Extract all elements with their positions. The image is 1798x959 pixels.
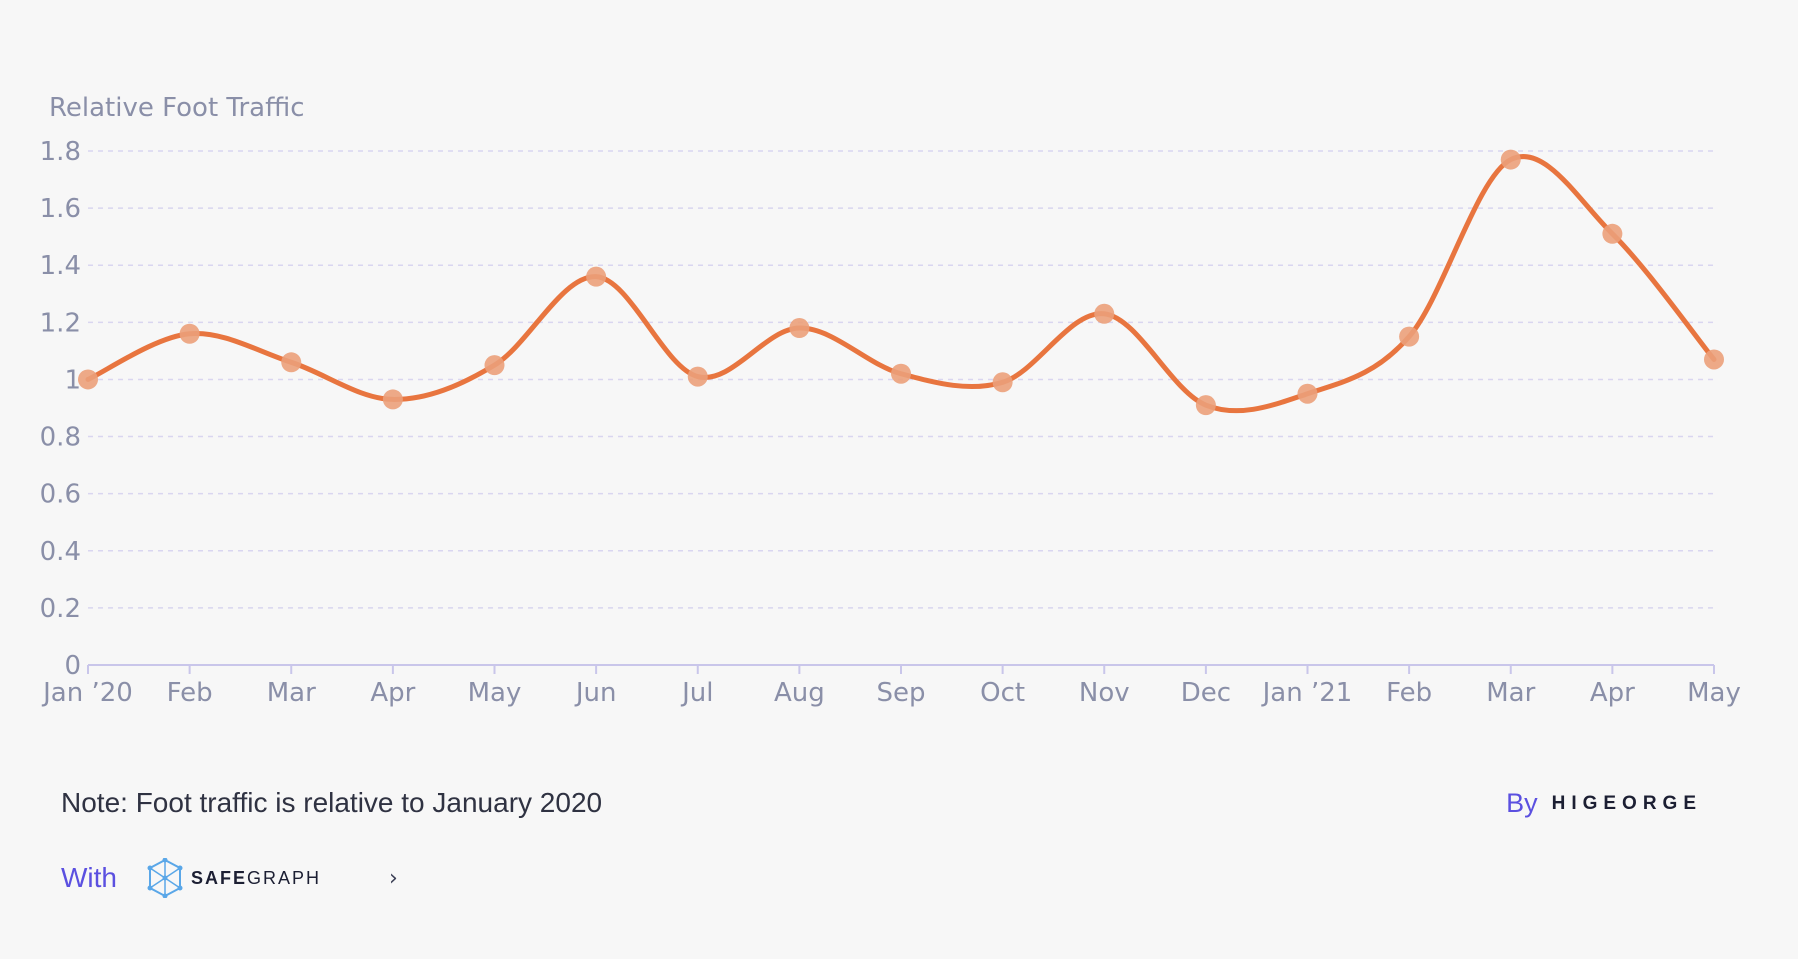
y-tick-label: 0 — [64, 651, 81, 681]
by-label: By — [1506, 788, 1538, 818]
data-point[interactable] — [179, 323, 200, 344]
data-point[interactable] — [1704, 349, 1724, 370]
y-tick-label: 1.8 — [40, 137, 81, 167]
x-tick-label: Sep — [876, 678, 925, 708]
data-point[interactable] — [586, 266, 607, 287]
y-tick-label: 1.4 — [40, 251, 81, 281]
y-tick-label: 0.8 — [40, 423, 81, 453]
y-tick-label: 0.6 — [40, 480, 81, 510]
data-point[interactable] — [484, 355, 505, 376]
data-point[interactable] — [1297, 383, 1318, 404]
data-point[interactable] — [891, 363, 911, 384]
x-tick-label: Feb — [167, 678, 213, 708]
x-tick-label: Aug — [774, 678, 825, 708]
safegraph-logo: SAFEGRAPH — [147, 858, 321, 898]
data-point[interactable] — [78, 369, 98, 390]
x-tick-label: Jan ’20 — [41, 678, 133, 708]
data-point[interactable] — [789, 318, 810, 339]
line-chart: Relative Foot Traffic 0 0.2 0.4 0.6 0.8 1 1.2 1.… — [40, 93, 1741, 708]
x-tick-label: Dec — [1181, 678, 1231, 708]
data-point[interactable] — [281, 352, 302, 373]
data-point[interactable] — [1602, 223, 1623, 244]
data-point[interactable] — [687, 366, 708, 387]
x-tick-label: May — [1687, 678, 1741, 708]
x-tick-label: Oct — [980, 678, 1025, 708]
higeorge-logo: HIGEORGE — [1551, 792, 1702, 814]
y-tick-label: 1.6 — [40, 194, 81, 224]
with-label: With — [61, 862, 117, 893]
credit-by[interactable]: By HIGEORGE — [1506, 788, 1702, 819]
safegraph-logo-icon — [147, 858, 183, 898]
x-tick-label: Jul — [680, 678, 713, 708]
x-tick-label: Feb — [1386, 678, 1432, 708]
x-tick-label: May — [468, 678, 522, 708]
x-tick-label: Mar — [1486, 678, 1535, 708]
chevron-right-icon[interactable]: › — [389, 865, 398, 891]
x-tick-label: Nov — [1079, 678, 1130, 708]
chart-area: Relative Foot Traffic 0 0.2 0.4 0.6 0.8 1 1.2 1.… — [40, 93, 1741, 708]
data-point[interactable] — [1195, 395, 1216, 416]
y-tick-label: 0.4 — [40, 537, 81, 567]
x-tick-label: Jan ’21 — [1261, 678, 1353, 708]
safegraph-wordmark: SAFEGRAPH — [191, 867, 322, 888]
credit-with[interactable]: With SAFEGRAPH › — [61, 858, 398, 898]
data-point[interactable] — [992, 372, 1013, 393]
x-tick-label: Apr — [370, 678, 415, 708]
y-tick-label: 1.2 — [40, 308, 81, 338]
footnote: Note: Foot traffic is relative to Januar… — [61, 787, 603, 818]
data-point[interactable] — [382, 389, 403, 410]
x-tick-label: Jun — [574, 678, 617, 708]
data-point[interactable] — [1399, 326, 1420, 347]
x-tick-label: Mar — [267, 678, 316, 708]
x-tick-label: Apr — [1590, 678, 1635, 708]
y-tick-label: 1 — [64, 365, 81, 395]
data-point[interactable] — [1500, 149, 1521, 170]
y-axis-title: Relative Foot Traffic — [49, 93, 305, 123]
y-tick-label: 0.2 — [40, 594, 81, 624]
data-point[interactable] — [1094, 303, 1115, 324]
